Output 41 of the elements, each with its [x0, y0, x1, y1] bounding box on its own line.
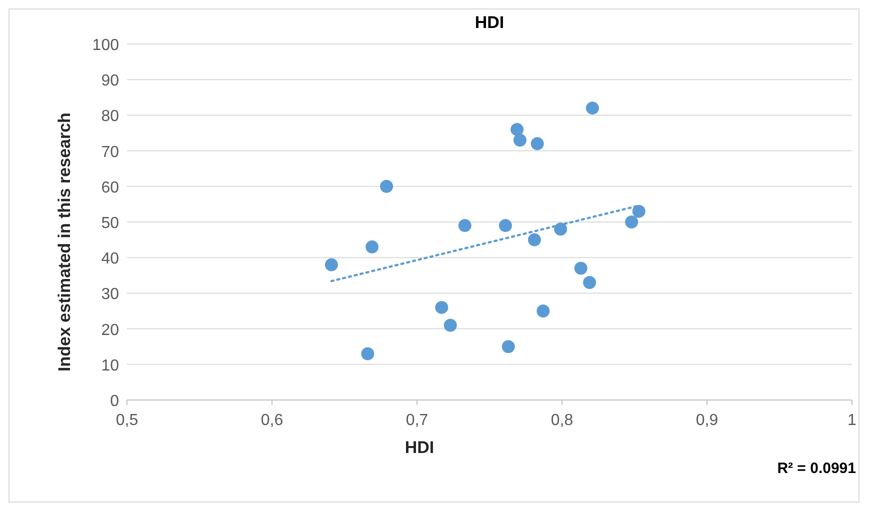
x-tick-label: 0,8	[550, 412, 574, 429]
y-tick-label: 10	[101, 357, 120, 374]
x-axis-title: HDI	[404, 438, 434, 457]
y-tick-label: 30	[101, 286, 120, 304]
point	[444, 318, 457, 332]
text: R² = 0.0991	[777, 460, 856, 477]
point	[632, 204, 646, 218]
point	[586, 102, 599, 115]
x-tick-label: 0,5	[116, 412, 138, 429]
point	[361, 347, 374, 360]
y-tick-label: 50	[101, 215, 120, 232]
y-tick-label: 80	[101, 108, 120, 126]
point	[458, 219, 472, 232]
point	[502, 340, 515, 354]
y-tick-label: 60	[101, 179, 120, 196]
y-tick-label: 70	[101, 144, 120, 161]
point	[536, 304, 550, 318]
y-tick-label: 40	[101, 250, 120, 268]
x-tick-label: 0,6	[260, 412, 284, 429]
point	[510, 122, 524, 136]
point	[574, 262, 588, 275]
y-tick-label: 100	[92, 37, 120, 54]
point	[554, 222, 568, 236]
x-tick-label: 0,9	[696, 412, 718, 429]
point	[513, 134, 526, 147]
chart-title: HDI	[474, 13, 504, 32]
y-tick-label: 90	[101, 72, 120, 90]
point	[380, 180, 394, 193]
y-axis-title: Index estimated in this research	[55, 112, 74, 372]
y-tick-label: 20	[101, 322, 120, 339]
point	[324, 258, 338, 272]
x-tick-label: 1	[848, 412, 857, 429]
point	[625, 216, 638, 228]
x-tick-label: 0,7	[406, 412, 428, 429]
point	[583, 276, 596, 290]
point	[498, 219, 512, 232]
point	[435, 300, 448, 314]
point	[366, 240, 379, 254]
point	[528, 233, 541, 246]
point	[530, 137, 544, 150]
y-tick-label: 0	[110, 393, 120, 410]
